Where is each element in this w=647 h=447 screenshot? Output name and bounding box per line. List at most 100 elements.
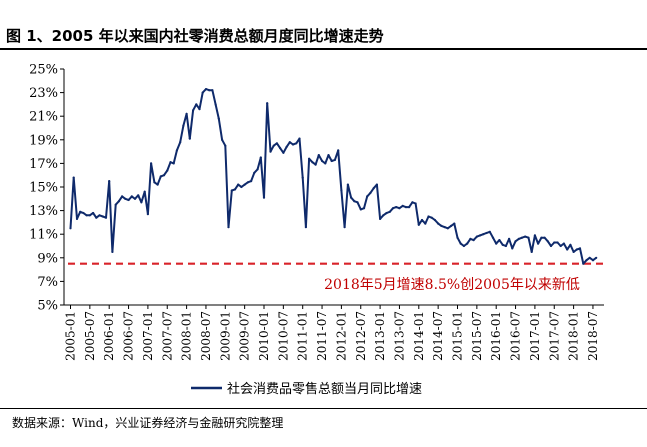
data-point [133,197,137,200]
data-point [262,196,266,199]
data-point [556,241,559,244]
data-point [282,151,285,154]
data-point [156,183,159,186]
data-point [562,242,566,245]
data-point [585,259,588,262]
data-point [256,168,259,171]
data-point [337,149,340,152]
y-tick-label: 9% [37,251,58,266]
figure-title-bar: 图 1、2005 年以来国内社零消费总额月度同比增速走势 [0,22,647,50]
data-point [537,242,540,245]
data-point [172,162,175,165]
data-point [388,210,391,213]
x-tick-label: 2018-01 [567,311,581,361]
data-point [417,223,420,226]
data-point [333,158,336,161]
x-tick-label: 2014-07 [431,311,445,361]
data-point [127,198,130,202]
data-point [482,233,485,236]
x-tick-label: 2009-01 [218,311,232,361]
data-point [304,226,307,229]
data-point [266,102,269,105]
x-tick-label: 2012-07 [354,311,368,361]
data-point [224,144,227,147]
data-point [495,242,498,245]
data-point [520,236,524,239]
data-point [395,206,398,209]
data-point [237,183,240,186]
data-point [459,242,462,245]
data-point [543,236,546,239]
data-point [453,222,456,225]
data-point [356,201,359,204]
data-point [466,242,469,245]
x-tick-label: 2005-01 [64,311,78,361]
data-point [124,197,127,200]
x-tick-label: 2010-07 [276,311,290,361]
data-point [230,189,233,192]
data-point [462,244,465,248]
data-point [533,234,537,237]
y-tick-label: 19% [29,133,58,148]
data-point [414,202,417,205]
data-point [95,216,98,219]
x-tick-label: 2012-01 [334,311,348,361]
data-point [308,157,311,160]
data-point [498,239,501,242]
bottom-divider [0,408,647,409]
y-tick-label: 17% [29,157,58,172]
data-point [440,224,443,227]
data-point [517,237,520,240]
data-point [185,112,188,115]
data-point [259,156,262,159]
data-point [369,191,372,194]
data-point [159,175,162,178]
data-point [559,244,562,248]
series-line [69,88,597,265]
data-point [588,256,591,259]
x-tick-label: 2006-01 [102,311,116,361]
data-point [98,214,101,217]
data-point [469,237,472,240]
data-point [488,230,491,233]
data-point [540,236,543,239]
x-tick-label: 2010-01 [257,311,271,361]
x-tick-label: 2016-07 [509,311,523,361]
data-point [221,138,224,141]
x-tick-label: 2007-07 [160,311,174,361]
y-tick-label: 23% [29,86,58,101]
x-tick-label: 2008-01 [180,311,194,361]
x-tick-label: 2007-01 [141,311,155,361]
data-point [527,236,530,239]
data-point [233,188,237,191]
data-point [411,201,414,204]
data-point [546,240,549,243]
data-point [143,190,146,193]
data-point [101,215,104,218]
data-point [511,247,514,250]
data-point [501,243,504,246]
data-point [591,259,595,262]
data-point [269,150,272,153]
data-point [121,195,124,198]
data-point [217,117,220,120]
title-divider [0,48,647,50]
x-tick-label: 2013-07 [392,311,406,361]
data-point [79,210,82,213]
data-point [327,154,330,157]
data-point [340,189,343,192]
data-point [85,214,88,217]
data-point [321,159,324,163]
x-tick-label: 2018-07 [586,311,600,361]
data-point [272,144,275,147]
data-point [382,214,385,217]
data-point [401,204,404,207]
data-point [150,162,153,165]
data-point [372,187,375,190]
data-point [437,222,440,225]
data-point [446,227,449,230]
data-point [385,211,388,215]
data-point [456,236,459,239]
data-point [530,250,533,253]
x-tick-label: 2009-07 [238,311,252,361]
